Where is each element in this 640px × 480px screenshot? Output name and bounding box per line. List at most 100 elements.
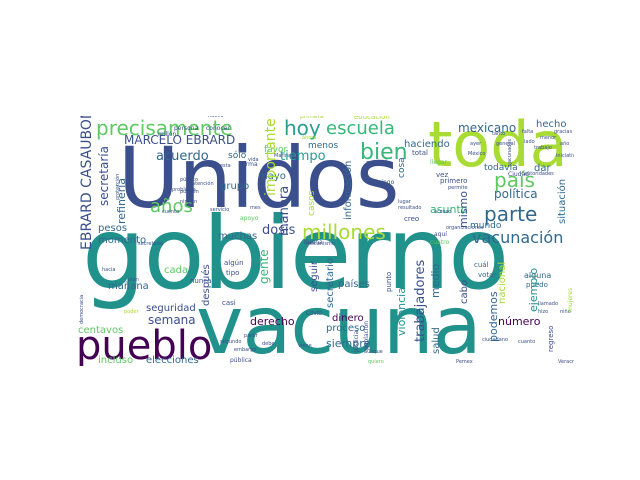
cloud-word: gobierno <box>82 195 509 312</box>
cloud-word: momento <box>98 235 147 246</box>
cloud-word: mayo <box>258 171 286 182</box>
cloud-word: partir <box>244 333 258 339</box>
cloud-word: acceso <box>434 209 452 215</box>
cloud-word: seguridad <box>146 303 196 314</box>
cloud-word: nacional <box>497 261 508 304</box>
cloud-word: lado <box>524 139 535 145</box>
cloud-word: organizaciones <box>446 225 484 231</box>
cloud-word: haciendo <box>404 139 450 150</box>
cloud-word: ahora <box>302 135 317 141</box>
cloud-word: millones <box>302 220 386 244</box>
cloud-word: población <box>363 320 370 350</box>
cloud-word: cosa <box>397 157 407 178</box>
cloud-word: pasado <box>366 159 392 167</box>
cloud-word: vez <box>436 171 449 179</box>
cloud-word: Pemex <box>456 359 473 365</box>
cloud-word: mismo <box>457 191 470 228</box>
cloud-word: punto <box>385 271 393 292</box>
cloud-word: ciudadano <box>482 337 509 343</box>
cloud-word: justicia <box>353 330 360 352</box>
cloud-word: parte <box>484 202 538 226</box>
cloud-word: secretario <box>325 258 336 308</box>
cloud-word: años <box>150 196 193 217</box>
cloud-word: tipo <box>226 269 240 277</box>
cloud-word: después <box>201 264 212 306</box>
cloud-word: nuevo <box>208 116 224 119</box>
cloud-word: llamado <box>538 301 559 307</box>
cloud-word: trabajo <box>534 145 552 151</box>
cloud-word: ayer <box>470 141 482 147</box>
cloud-word: niño <box>560 309 571 315</box>
cloud-word: país <box>494 168 535 192</box>
cloud-word: casos <box>307 190 317 216</box>
cloud-word: buena <box>304 239 323 246</box>
cloud-word: aquí <box>434 231 447 238</box>
cloud-word: pueden <box>180 189 199 195</box>
cloud-word: primera <box>300 116 324 120</box>
cloud-word: iniciativa <box>556 153 574 159</box>
cloud-word: hecho <box>536 119 567 130</box>
cloud-word: aunque <box>364 349 383 355</box>
cloud-word: cuál <box>474 261 489 269</box>
cloud-word: medio <box>429 263 442 298</box>
cloud-word: semana <box>148 313 196 327</box>
cloud-word: conocer <box>206 125 230 132</box>
cloud-word: política <box>494 187 538 201</box>
cloud-word: segundo <box>220 339 242 345</box>
cloud-word: dosis <box>262 223 296 238</box>
cloud-word: persona <box>174 125 199 132</box>
cloud-word: Ciudad <box>508 171 529 178</box>
cloud-word: bien <box>360 140 408 165</box>
cloud-word: muchas <box>218 231 258 242</box>
cloud-word: nunca <box>190 277 212 285</box>
cloud-word: pesos <box>98 223 128 234</box>
cloud-word: vida <box>248 157 259 163</box>
cloud-word: millón <box>158 131 177 138</box>
cloud-word: quiero <box>368 359 384 365</box>
cloud-word: EBRARD CASAUBON <box>79 116 95 250</box>
cloud-word: tiempo <box>280 149 326 164</box>
cloud-word: poder <box>124 309 139 315</box>
cloud-word: elecciones <box>146 355 199 366</box>
cloud-word: precisamente <box>96 116 233 140</box>
cloud-word: asunto <box>430 203 468 216</box>
cloud-word: resultado <box>398 205 422 211</box>
cloud-word: apoyo <box>240 215 259 222</box>
cloud-word: hacia <box>102 267 116 273</box>
cloud-word: secretaría <box>97 146 111 206</box>
cloud-word: domingo <box>368 179 395 186</box>
cloud-word: todavía <box>484 163 518 173</box>
cloud-word: sólo <box>228 151 247 161</box>
cloud-word: protección <box>115 173 121 200</box>
cloud-word: ejemplo <box>527 267 540 312</box>
cloud-word: casi <box>222 299 236 307</box>
cloud-word: lugar <box>398 199 411 205</box>
cloud-word: mujeres <box>567 287 574 312</box>
cloud-word: embargo <box>234 347 257 353</box>
cloud-word: pueblo <box>76 323 213 366</box>
cloud-word: importante <box>263 118 279 196</box>
cloud-word: mundo <box>470 221 502 231</box>
cloud-word: respuesta <box>206 163 231 169</box>
cloud-word: cuanto <box>518 339 536 345</box>
cloud-word: votar <box>478 271 497 279</box>
cloud-word: cuenta <box>162 209 180 215</box>
cloud-word: tanto <box>492 131 506 137</box>
cloud-word: toda <box>428 116 568 181</box>
cloud-word: países <box>338 279 370 290</box>
cloud-word: COVID <box>306 311 323 317</box>
cloud-word: servicio <box>210 207 230 213</box>
cloud-word: incluso <box>98 355 134 366</box>
cloud-word: favor <box>264 145 288 155</box>
cloud-word: viene <box>298 343 312 349</box>
cloud-word: ningún <box>180 199 198 205</box>
cloud-word: mes <box>250 205 261 211</box>
cloud-word: menos <box>308 141 339 151</box>
cloud-word: grupo <box>220 181 250 192</box>
cloud-word: centavos <box>78 325 124 336</box>
cloud-word: público <box>180 177 199 183</box>
cloud-word: primero <box>440 177 468 185</box>
cloud-word: vacunados <box>507 138 513 166</box>
cloud-word: gente <box>257 249 271 284</box>
cloud-word: hoy <box>284 116 321 140</box>
